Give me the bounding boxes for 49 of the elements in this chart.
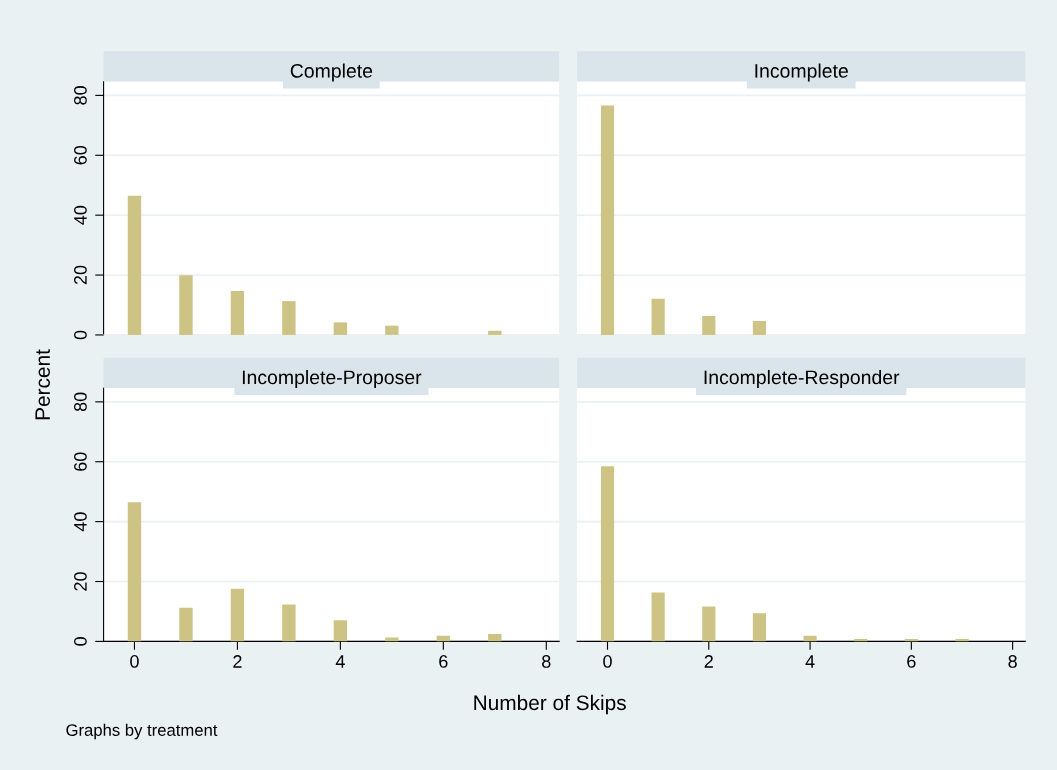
y-tick-label: 80	[74, 86, 87, 105]
bar	[230, 588, 245, 642]
y-tick-label: 40	[74, 205, 87, 225]
bar	[230, 290, 245, 335]
y-tick-label: 80	[74, 392, 87, 412]
bar	[803, 635, 817, 642]
y-tick-label: 60	[74, 145, 87, 165]
x-tick-label: 0	[603, 655, 612, 668]
chart-title: Incomplete-Proposer	[242, 369, 422, 389]
bar	[651, 592, 665, 642]
bar	[179, 607, 193, 642]
x-tick-label: 2	[233, 655, 242, 668]
y-tick-label: 40	[74, 512, 87, 532]
x-tick-label: 0	[130, 655, 139, 668]
y-tick-label: 60	[74, 452, 87, 471]
bar	[127, 502, 142, 642]
bar	[385, 325, 399, 335]
chart-title: Complete	[290, 63, 373, 82]
bar	[702, 316, 716, 335]
x-tick-label: 6	[907, 655, 916, 668]
chart-title: Incomplete	[755, 63, 848, 82]
bar	[600, 466, 615, 642]
bar	[752, 320, 767, 335]
bar	[179, 275, 193, 335]
x-axis-title: Number of Skips	[474, 694, 626, 715]
x-tick-label: 2	[704, 655, 713, 668]
bar	[752, 613, 767, 642]
x-tick-label: 8	[542, 655, 551, 668]
bar	[282, 301, 296, 335]
y-tick-label: 20	[74, 265, 87, 285]
x-tick-label: 4	[805, 655, 815, 668]
bar	[127, 195, 142, 335]
x-tick-label: 6	[439, 655, 448, 668]
bar	[488, 330, 502, 335]
bar	[333, 620, 348, 642]
x-tick-label: 8	[1008, 655, 1017, 668]
bar	[488, 633, 502, 642]
y-axis-title: Percent	[35, 349, 50, 420]
bar	[600, 105, 615, 335]
bar	[702, 606, 716, 642]
y-tick-label: 20	[74, 572, 87, 591]
y-tick-label: 0	[74, 330, 87, 340]
text: Graphs by treatment	[66, 723, 218, 740]
x-tick-label: 4	[335, 655, 345, 668]
bar	[651, 298, 665, 335]
bar	[333, 322, 348, 335]
y-tick-label: 0	[74, 637, 87, 646]
bar	[282, 604, 296, 642]
chart-title: Incomplete-Responder	[704, 369, 900, 389]
